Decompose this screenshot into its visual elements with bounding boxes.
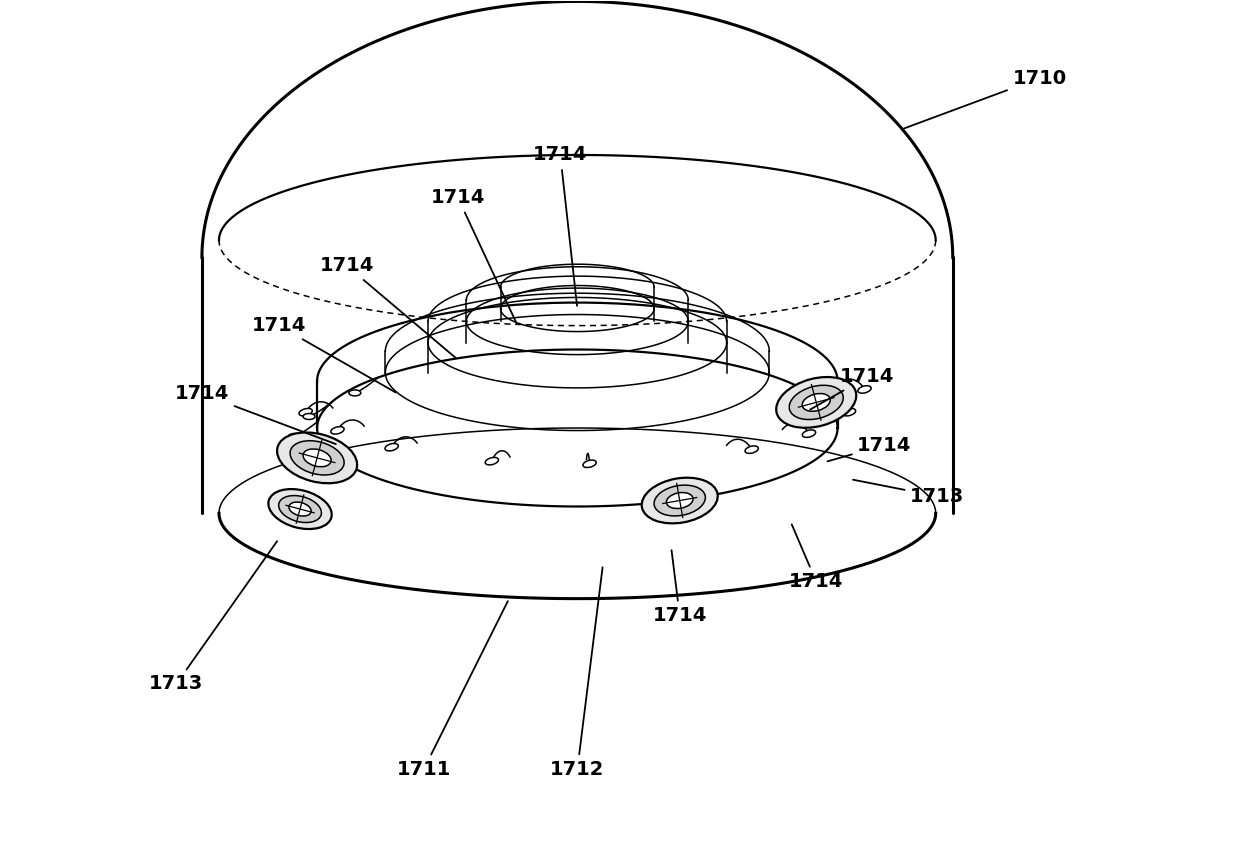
Text: 1711: 1711	[397, 601, 508, 779]
Ellipse shape	[303, 413, 315, 419]
Ellipse shape	[789, 385, 843, 419]
Ellipse shape	[277, 432, 357, 484]
Text: 1713: 1713	[149, 541, 277, 693]
Ellipse shape	[858, 386, 872, 393]
Text: 1714: 1714	[175, 384, 336, 444]
Text: 1714: 1714	[652, 550, 707, 625]
Text: 1713: 1713	[853, 479, 965, 506]
Text: 1714: 1714	[810, 367, 894, 409]
Ellipse shape	[279, 496, 321, 522]
Text: 1714: 1714	[252, 316, 396, 393]
Ellipse shape	[290, 441, 345, 475]
Ellipse shape	[666, 492, 693, 508]
Ellipse shape	[745, 446, 759, 454]
Ellipse shape	[653, 485, 706, 516]
Text: 1714: 1714	[320, 257, 456, 358]
Ellipse shape	[288, 433, 300, 439]
Ellipse shape	[289, 502, 311, 516]
Ellipse shape	[384, 443, 398, 451]
Text: 1714: 1714	[827, 436, 911, 461]
Text: 1710: 1710	[904, 68, 1066, 128]
Ellipse shape	[485, 457, 498, 465]
Text: 1714: 1714	[789, 525, 843, 591]
Ellipse shape	[776, 377, 857, 428]
Ellipse shape	[842, 408, 856, 416]
Ellipse shape	[348, 390, 361, 395]
Ellipse shape	[331, 426, 345, 434]
Text: 1714: 1714	[430, 188, 516, 323]
Ellipse shape	[802, 394, 831, 411]
Ellipse shape	[642, 478, 718, 523]
Text: 1712: 1712	[551, 568, 605, 779]
Ellipse shape	[583, 460, 596, 467]
Text: 1714: 1714	[533, 146, 588, 306]
Ellipse shape	[303, 449, 331, 467]
Ellipse shape	[299, 408, 312, 416]
Ellipse shape	[268, 489, 332, 529]
Ellipse shape	[802, 430, 816, 437]
